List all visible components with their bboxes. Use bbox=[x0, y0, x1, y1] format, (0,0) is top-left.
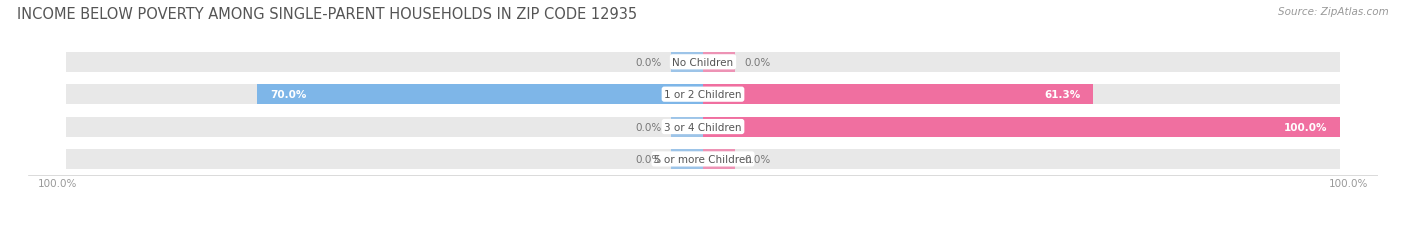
Text: Source: ZipAtlas.com: Source: ZipAtlas.com bbox=[1278, 7, 1389, 17]
Text: INCOME BELOW POVERTY AMONG SINGLE-PARENT HOUSEHOLDS IN ZIP CODE 12935: INCOME BELOW POVERTY AMONG SINGLE-PARENT… bbox=[17, 7, 637, 22]
Bar bbox=[703, 85, 1340, 105]
Text: 1 or 2 Children: 1 or 2 Children bbox=[664, 90, 742, 100]
Bar bbox=[66, 117, 703, 137]
Bar bbox=[66, 149, 703, 169]
Text: 0.0%: 0.0% bbox=[636, 122, 662, 132]
Bar bbox=[703, 149, 1340, 169]
Bar bbox=[703, 117, 1340, 137]
Bar bbox=[671, 52, 703, 73]
Text: 5 or more Children: 5 or more Children bbox=[654, 154, 752, 164]
Text: 100.0%: 100.0% bbox=[38, 179, 77, 188]
Bar bbox=[703, 52, 1340, 73]
Text: 3 or 4 Children: 3 or 4 Children bbox=[664, 122, 742, 132]
Bar bbox=[703, 52, 735, 73]
Text: 0.0%: 0.0% bbox=[744, 58, 770, 67]
Text: 0.0%: 0.0% bbox=[744, 154, 770, 164]
Bar bbox=[257, 85, 703, 105]
Text: 100.0%: 100.0% bbox=[1329, 179, 1368, 188]
Bar bbox=[671, 149, 703, 169]
Bar bbox=[703, 117, 1340, 137]
Bar bbox=[66, 52, 703, 73]
Bar bbox=[671, 117, 703, 137]
Text: 0.0%: 0.0% bbox=[636, 154, 662, 164]
Bar bbox=[66, 85, 703, 105]
Text: 70.0%: 70.0% bbox=[270, 90, 307, 100]
Bar bbox=[703, 149, 735, 169]
Text: 100.0%: 100.0% bbox=[1284, 122, 1327, 132]
Text: No Children: No Children bbox=[672, 58, 734, 67]
Text: 61.3%: 61.3% bbox=[1045, 90, 1081, 100]
Bar bbox=[703, 85, 1094, 105]
Text: 0.0%: 0.0% bbox=[636, 58, 662, 67]
